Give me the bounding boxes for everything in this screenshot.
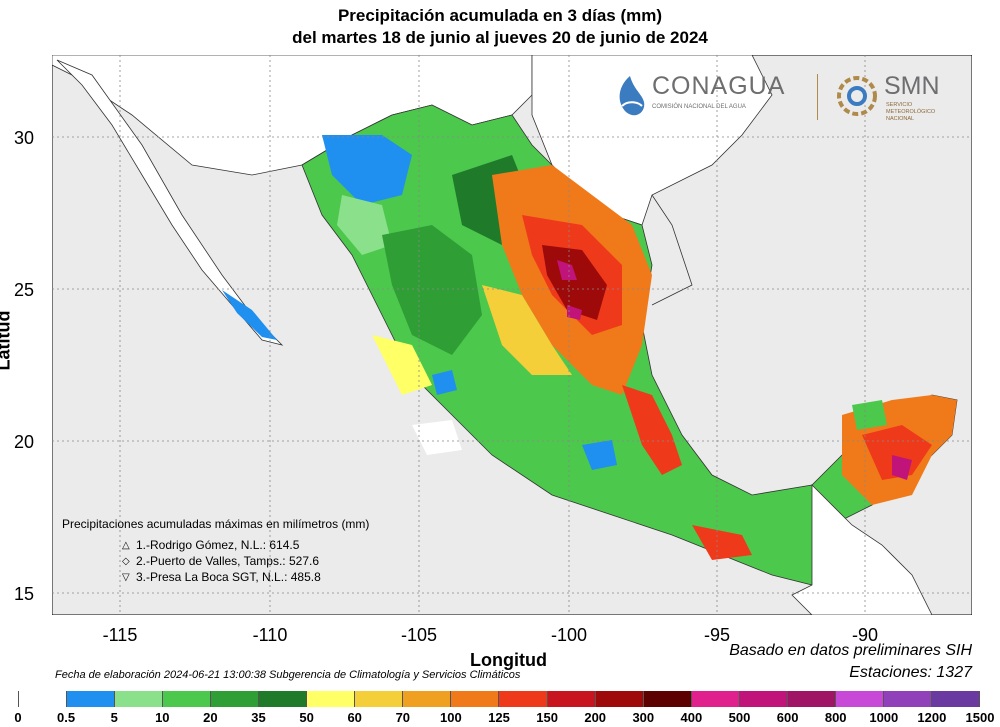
- color-scale-label: 1500: [965, 710, 995, 725]
- color-scale-swatch: [451, 691, 500, 707]
- color-scale-swatch: [115, 691, 164, 707]
- x-tick: -110: [252, 625, 288, 645]
- y-tick: 15: [14, 584, 35, 604]
- maxima-heading: Precipitaciones acumuladas máximas en mi…: [62, 517, 370, 531]
- x-tick: -100: [550, 625, 588, 645]
- color-scale-label: 5: [110, 710, 118, 725]
- color-scale-labels: 0 0.5 5 10 20 35 50 60 70 100 125 150 200 300 400 500 60…: [14, 710, 994, 726]
- color-scale-swatch: [67, 691, 116, 707]
- logo-divider: [817, 74, 818, 120]
- color-scale-swatch: [787, 691, 836, 707]
- credit-text: Fecha de elaboración 2024-06-21 13:00:38…: [55, 669, 521, 681]
- color-scale-swatch: [931, 691, 980, 707]
- precipitation-map: [51, 54, 973, 616]
- color-scale-swatch: [739, 691, 788, 707]
- color-scale-label: 70: [395, 710, 411, 725]
- smn-logo-icon: [837, 76, 877, 116]
- color-scale-swatch: [835, 691, 884, 707]
- color-scale-swatch: [883, 691, 932, 707]
- maxima-item-text: 3.-Presa La Boca SGT, N.L.: 485.8: [136, 570, 321, 584]
- maxima-item: ▽ 3.-Presa La Boca SGT, N.L.: 485.8: [122, 569, 369, 585]
- triangle-down-icon: ▽: [122, 571, 130, 583]
- agency-logos: CONAGUA COMISIÓN NACIONAL DEL AGUA SMN S…: [612, 70, 957, 130]
- color-scale-swatch: [259, 691, 308, 707]
- color-scale-label: 200: [584, 710, 607, 725]
- maxima-item-text: 1.-Rodrigo Gómez, N.L.: 614.5: [136, 538, 300, 552]
- color-scale-label: 800: [824, 710, 847, 725]
- y-axis-label: Latitud: [0, 310, 14, 371]
- color-scale-label: 50: [299, 710, 314, 725]
- maxima-item-text: 2.-Puerto de Valles, Tamps.: 527.6: [136, 554, 319, 568]
- color-scale-swatch: [643, 691, 692, 707]
- color-scale-label: 10: [155, 710, 170, 725]
- conagua-wordmark: CONAGUA: [652, 72, 786, 100]
- data-basis-text: Basado en datos preliminares SIH: [729, 642, 972, 659]
- x-tick: -90: [851, 625, 878, 645]
- stations-count: Estaciones: 1327: [849, 664, 972, 681]
- smn-subtitle: SERVICIO METEOROLÓGICO NACIONAL: [886, 102, 936, 122]
- color-scale-swatch: [211, 691, 260, 707]
- x-axis-label: Longitud: [470, 650, 547, 670]
- color-scale-label: 1200: [917, 710, 947, 725]
- color-scale-label: 100: [440, 710, 462, 725]
- x-tick: -115: [102, 625, 138, 645]
- x-tick: -95: [703, 625, 730, 645]
- title-line-2: del martes 18 de junio al jueves 20 de j…: [292, 28, 708, 47]
- maxima-item: ◇ 2.-Puerto de Valles, Tamps.: 527.6: [122, 553, 369, 569]
- title-line-1: Precipitación acumulada en 3 días (mm): [337, 6, 663, 25]
- color-scale-label: 150: [536, 710, 558, 725]
- conagua-logo-icon: [619, 76, 645, 116]
- color-scale-label: 20: [203, 710, 218, 725]
- diamond-icon: ◇: [122, 555, 130, 567]
- color-scale-label: 500: [728, 710, 751, 725]
- color-scale-label: 400: [680, 710, 703, 725]
- color-scale-label: 300: [632, 710, 655, 725]
- color-scale-swatch: [18, 691, 68, 707]
- y-tick: 30: [14, 128, 35, 148]
- color-scale-swatch: [403, 691, 452, 707]
- color-scale-swatch: [163, 691, 212, 707]
- color-scale-swatch: [499, 691, 548, 707]
- map-svg: [51, 54, 973, 616]
- maxima-item: △ 1.-Rodrigo Gómez, N.L.: 614.5: [122, 537, 369, 553]
- y-tick: 20: [14, 432, 35, 452]
- color-scale-swatch: [547, 691, 596, 707]
- maxima-legend: Precipitaciones acumuladas máximas en mi…: [62, 517, 369, 585]
- color-scale-swatch: [355, 691, 404, 707]
- color-scale-swatch: [595, 691, 644, 707]
- conagua-subtitle: COMISIÓN NACIONAL DEL AGUA: [652, 104, 746, 110]
- color-scale-swatch: [691, 691, 740, 707]
- color-scale-label: 1000: [869, 710, 899, 725]
- color-scale-label: 600: [776, 710, 799, 725]
- y-tick: 25: [14, 280, 35, 300]
- color-scale-label: 125: [488, 710, 510, 725]
- color-scale-label: 0.5: [57, 710, 76, 725]
- color-scale-label: 0: [14, 710, 22, 725]
- color-scale-swatch: [307, 691, 356, 707]
- color-scale-label: 60: [347, 710, 362, 725]
- smn-wordmark: SMN: [884, 72, 940, 100]
- triangle-up-icon: △: [122, 539, 130, 551]
- color-scale-label: 35: [251, 710, 266, 725]
- color-scale-bar: [18, 691, 980, 707]
- x-tick: -105: [400, 625, 438, 645]
